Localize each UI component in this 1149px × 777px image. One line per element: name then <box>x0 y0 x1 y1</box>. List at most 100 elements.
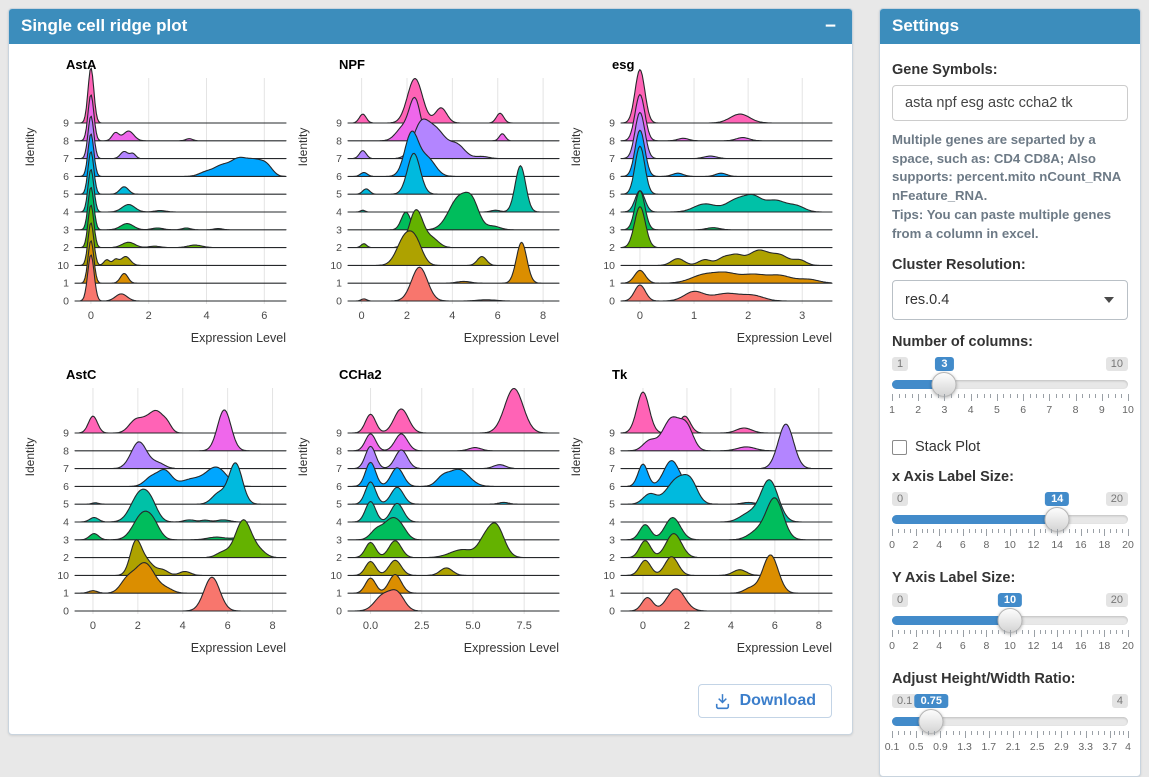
slider-tick <box>1109 731 1111 739</box>
slider-tick-label: 3.7 <box>1102 741 1118 754</box>
ridge-ccha2-5 <box>347 481 560 505</box>
ridge-asta-3 <box>74 186 287 231</box>
ridge-asta-6 <box>74 133 287 177</box>
y-tick-label: 10 <box>330 570 342 582</box>
x-tick-label: 0 <box>640 620 646 632</box>
ridge-tk-9 <box>620 391 833 434</box>
ridge-ccha2-1 <box>347 573 560 594</box>
y-tick-label: 1 <box>609 278 615 290</box>
slider-minor-tick <box>904 731 906 736</box>
slider-minor-tick <box>1031 731 1033 736</box>
x-tick-label: 2.5 <box>414 620 429 632</box>
y-tick-label: 7 <box>63 153 69 165</box>
y-tick-label: 1 <box>609 588 615 600</box>
cluster-resolution-select[interactable]: res.0.4 <box>892 280 1128 321</box>
y-tick-label: 6 <box>63 481 69 493</box>
slider-handle[interactable] <box>918 709 944 735</box>
slider-tick-label: 14 <box>1051 539 1064 552</box>
slider-tick-label: 12 <box>1027 640 1040 653</box>
x-tick-label: 0.0 <box>363 620 378 632</box>
download-icon <box>714 693 731 710</box>
slider-minor-tick <box>1055 394 1057 399</box>
settings-panel-body: Gene Symbols: Multiple genes are separte… <box>880 44 1140 776</box>
x-axis-label: Expression Level <box>737 641 832 655</box>
slider-min-label: 0.1 <box>892 694 918 709</box>
slider-tick <box>1033 630 1035 638</box>
slider-tick <box>892 731 893 739</box>
slider-value-label: 0.75 <box>914 694 949 709</box>
ridge-asta-0 <box>74 254 287 302</box>
ridge-tk-2 <box>620 533 833 559</box>
slider-tick-label: 8 <box>983 640 990 653</box>
ridge-tk-3 <box>620 497 833 541</box>
ridge-ccha2-2 <box>347 522 560 559</box>
columns-slider[interactable]: 1 10 3 1 2 3 4 5 6 7 8 9 10 <box>889 357 1134 421</box>
x-axis-size-slider[interactable]: 0 20 14 0 2 4 6 8 10 12 14 16 18 20 <box>889 492 1134 556</box>
y-tick-label: 4 <box>609 517 615 529</box>
y-tick-label: 0 <box>63 606 69 618</box>
x-tick-label: 0 <box>90 620 96 632</box>
y-tick-label: 8 <box>609 445 615 457</box>
ridge-esg-9 <box>620 69 833 124</box>
slider-minor-tick <box>956 529 958 534</box>
slider-tick-label: 14 <box>1051 640 1064 653</box>
slider-minor-tick <box>1082 394 1084 399</box>
slider-minor-tick <box>1069 630 1070 635</box>
download-button[interactable]: Download <box>697 684 832 718</box>
slider-minor-tick <box>1110 630 1112 635</box>
x-tick-label: 8 <box>269 620 275 632</box>
x-axis-label: Expression Level <box>191 641 286 655</box>
slider-minor-tick <box>983 394 985 399</box>
slider-handle[interactable] <box>1044 507 1070 533</box>
x-tick-label: 2 <box>146 310 152 322</box>
y-tick-label: 7 <box>336 153 342 165</box>
y-tick-label: 8 <box>336 135 342 147</box>
y-tick-label: 4 <box>63 517 69 529</box>
slider-minor-tick <box>1063 630 1065 635</box>
x-tick-label: 2 <box>684 620 690 632</box>
slider-minor-tick <box>990 394 992 399</box>
plot-astc: 9 8 7 6 5 4 3 2 10 1 0 AstC 0 2 4 6 8 Expression Level Ide… <box>21 362 294 672</box>
slider-tick-label: 8 <box>1072 404 1079 417</box>
slider-tick <box>1023 394 1025 402</box>
slider-minor-tick <box>1063 529 1065 534</box>
x-tick-label: 3 <box>799 310 805 322</box>
y-tick-label: 6 <box>63 171 69 183</box>
slider-tick <box>939 529 941 537</box>
ridge-asta-9 <box>74 67 287 124</box>
y-tick-label: 1 <box>63 278 69 290</box>
x-tick-label: 0 <box>359 310 365 322</box>
slider-tick-label: 0 <box>889 539 895 552</box>
slider-tick <box>1128 731 1129 739</box>
slider-tick <box>1037 731 1039 739</box>
ridge-ccha2-3 <box>347 517 560 541</box>
slider-minor-tick <box>927 529 929 534</box>
y-axis-label: Identity <box>296 128 310 167</box>
y-axis-size-label: Y Axis Label Size: <box>892 570 1016 587</box>
slider-minor-tick <box>931 394 933 399</box>
slider-tick <box>1104 529 1106 537</box>
x-tick-label: 4 <box>180 620 186 632</box>
y-tick-label: 10 <box>57 570 69 582</box>
slider-tick-label: 18 <box>1098 640 1111 653</box>
ridge-plot-panel-body: 9 8 7 6 5 4 3 2 10 1 0 AstA 0 2 4 6 Expression Level Iden… <box>9 44 852 734</box>
gene-symbols-input[interactable] <box>892 85 1128 121</box>
collapse-icon[interactable]: − <box>821 17 840 36</box>
y-tick-label: 1 <box>336 278 342 290</box>
y-tick-label: 10 <box>57 260 69 272</box>
y-tick-label: 8 <box>63 135 69 147</box>
slider-minor-tick <box>1069 394 1070 399</box>
slider-tick <box>1049 394 1051 402</box>
y-axis-size-slider[interactable]: 0 20 10 0 2 4 6 8 10 12 14 16 18 20 <box>889 593 1134 657</box>
ridge-npf-6 <box>347 130 560 177</box>
slider-minor-tick <box>1122 529 1124 534</box>
x-tick-label: 2 <box>404 310 410 322</box>
ridge-npf-0 <box>347 266 560 302</box>
y-tick-label: 10 <box>330 260 342 272</box>
plot-title: esg <box>612 57 634 72</box>
ratio-slider[interactable]: 0.1 4 0.75 0.1 0.5 0.9 1.3 1.7 2.1 2.5 2.9 3.3 3.7 4 <box>885 694 1131 758</box>
ridge-tk-0 <box>620 588 833 612</box>
stack-plot-checkbox[interactable] <box>892 439 907 455</box>
ridge-npf-7 <box>347 118 560 160</box>
slider-minor-tick <box>1116 529 1118 534</box>
